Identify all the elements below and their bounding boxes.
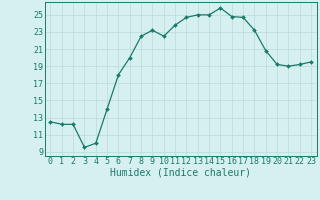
X-axis label: Humidex (Indice chaleur): Humidex (Indice chaleur) <box>110 168 251 178</box>
